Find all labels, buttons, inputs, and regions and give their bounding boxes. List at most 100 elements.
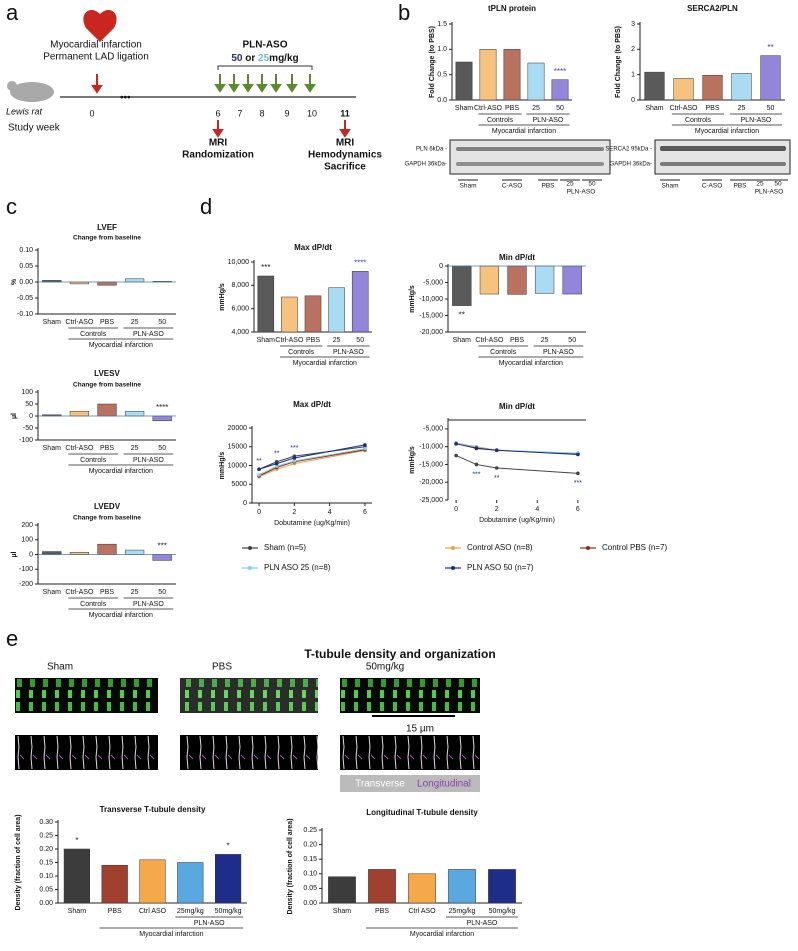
scale-label: 15 µm <box>406 724 434 735</box>
dose: mg/kg <box>269 53 298 64</box>
group-label: Controls <box>80 601 107 608</box>
x-tick-label: 6 <box>576 506 580 513</box>
y-tick-label: 0.10 <box>303 871 317 878</box>
x-tick-label: 50 <box>158 445 166 452</box>
y-tick-label: -100 <box>19 566 33 573</box>
group-label: PLN-ASO <box>333 349 364 356</box>
bar <box>97 543 117 555</box>
bar <box>97 281 117 286</box>
x-tick-label: 25 <box>131 589 139 596</box>
panel-letter: c <box>6 194 17 219</box>
bar <box>452 265 472 306</box>
y-axis-label: mmHg/s <box>409 446 416 474</box>
bar <box>97 403 117 417</box>
point <box>292 456 297 460</box>
legend-label: Control ASO (n=8) <box>467 543 533 552</box>
significance: ** <box>256 458 262 465</box>
image <box>340 678 480 713</box>
y-tick-label: -20,000 <box>419 479 443 486</box>
x-tick-label: Sham <box>453 337 471 344</box>
y-tick-label: -0.05 <box>17 295 33 302</box>
x-tick-label: 2 <box>292 509 296 516</box>
y-tick-label: -15,000 <box>419 461 443 468</box>
event: MRI <box>336 138 355 149</box>
bar <box>304 295 322 333</box>
point <box>454 453 458 458</box>
x-tick-label: Ctrl-ASO <box>65 319 94 326</box>
bar <box>368 869 396 904</box>
group-label: Controls <box>490 349 517 356</box>
blot-label: GAPDH 36kDa- <box>405 162 447 168</box>
lane-label: Sham <box>662 183 679 190</box>
x-tick-label: Ctrl-ASO <box>475 337 504 344</box>
x-tick-label: Ctrl-ASO <box>474 105 503 112</box>
y-tick-label: -15,000 <box>419 312 443 319</box>
week: 0 <box>89 108 94 118</box>
series-line <box>258 444 366 470</box>
x-tick-label: PBS <box>510 337 524 344</box>
event: MRI <box>209 138 228 149</box>
bar <box>448 869 476 904</box>
chart-title: Transverse T-tubule density <box>100 805 206 814</box>
dose-label: 50 or 25mg/kg <box>231 53 298 64</box>
red-arrows <box>91 74 351 138</box>
x-tick-label: Sham <box>43 445 61 452</box>
lane-label: 50 <box>774 181 782 188</box>
group-label: Myocardial infarction <box>410 931 474 938</box>
legend-label: Sham (n=5) <box>264 543 306 552</box>
chart-title: Max dP/dt <box>293 400 331 409</box>
group-label: Myocardial infarction <box>89 612 153 619</box>
x-tick-label: Sham <box>333 908 351 915</box>
y-tick-label: 0.25 <box>303 827 317 834</box>
x-tick-label: Ctrl-ASO <box>275 337 304 344</box>
lane-label: PBS <box>541 183 555 190</box>
x-tick-label: PBS <box>306 337 320 344</box>
y-tick-label: -25,000 <box>419 497 443 504</box>
y-tick-label: 0.15 <box>39 859 53 866</box>
significance: **** <box>156 403 168 412</box>
y-tick-label: 0.30 <box>39 819 53 826</box>
x-tick-label: Ctrl-ASO <box>65 445 94 452</box>
y-tick-label: 200 <box>21 522 33 529</box>
y-axis-label: µl <box>11 551 18 557</box>
bar <box>479 265 500 295</box>
panel-letter: d <box>200 194 212 219</box>
y-tick-label: 1 <box>631 72 635 79</box>
group-label: PLN-ASO <box>567 189 596 196</box>
bar <box>124 549 145 555</box>
x-tick-label: 4 <box>535 506 539 513</box>
y-tick-label: -20,000 <box>419 329 443 336</box>
chart-title: LVEF <box>97 223 117 232</box>
week: 10 <box>307 108 317 118</box>
blot-label: PLN 6kDa - <box>416 147 447 153</box>
study-design: Lewis rat Myocardial infarction Permanen… <box>6 9 382 173</box>
point <box>257 467 261 472</box>
bar <box>177 862 204 904</box>
x-tick-label: Sham <box>43 589 61 596</box>
series-line <box>455 455 578 474</box>
group-label: Myocardial infarction <box>492 128 556 135</box>
x-tick-label: 50mg/kg <box>215 908 242 915</box>
significance: *** <box>290 445 298 452</box>
x-tick-label: PBS <box>375 908 389 915</box>
group-label: Controls <box>288 349 315 356</box>
x-tick-label: 50 <box>356 337 364 344</box>
image <box>340 735 480 770</box>
x-tick-label: 25 <box>738 105 746 112</box>
event: Randomization <box>182 150 254 161</box>
group-label: PLN-ASO <box>133 457 164 464</box>
x-tick-label: 25 <box>532 105 540 112</box>
y-tick-label: 0.20 <box>303 841 317 848</box>
bar <box>644 71 665 101</box>
x-tick-label: Sham <box>257 337 275 344</box>
bar <box>328 287 345 333</box>
point <box>474 462 479 467</box>
group-label: Myocardial infarction <box>89 342 153 349</box>
x-tick-label: 25 <box>541 337 549 344</box>
significance: *** <box>574 480 582 487</box>
y-tick-label: 2 <box>631 46 635 53</box>
y-tick-label: 0.0 <box>437 97 447 104</box>
x-tick-label: 50 <box>158 319 166 326</box>
series-line <box>258 450 366 478</box>
